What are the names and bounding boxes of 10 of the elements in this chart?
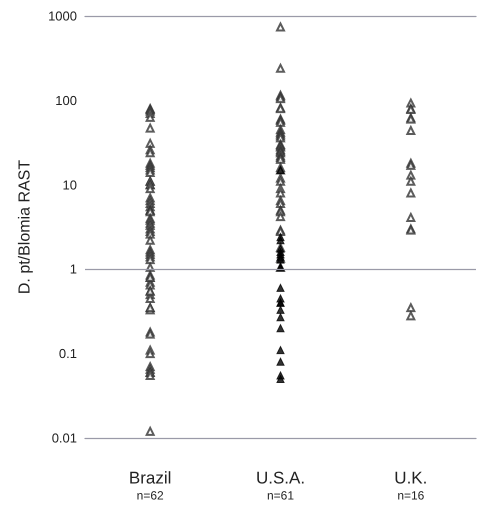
y-tick-label: 100 [55,92,77,108]
y-tick-label: 1000 [48,8,77,24]
x-tick-label: U.S.A. n=61 [256,468,306,502]
x-tick-label: Brazil n=62 [128,468,172,502]
y-tick-label: 10 [62,177,77,192]
y-tick-label: 0.01 [52,430,77,446]
y-axis-title: D. pt/Blomia RAST [16,160,34,294]
y-tick-label: 1 [70,262,77,277]
x-tick-label: U.K. n=16 [394,468,428,502]
y-tick-label: 0.1 [58,346,77,362]
